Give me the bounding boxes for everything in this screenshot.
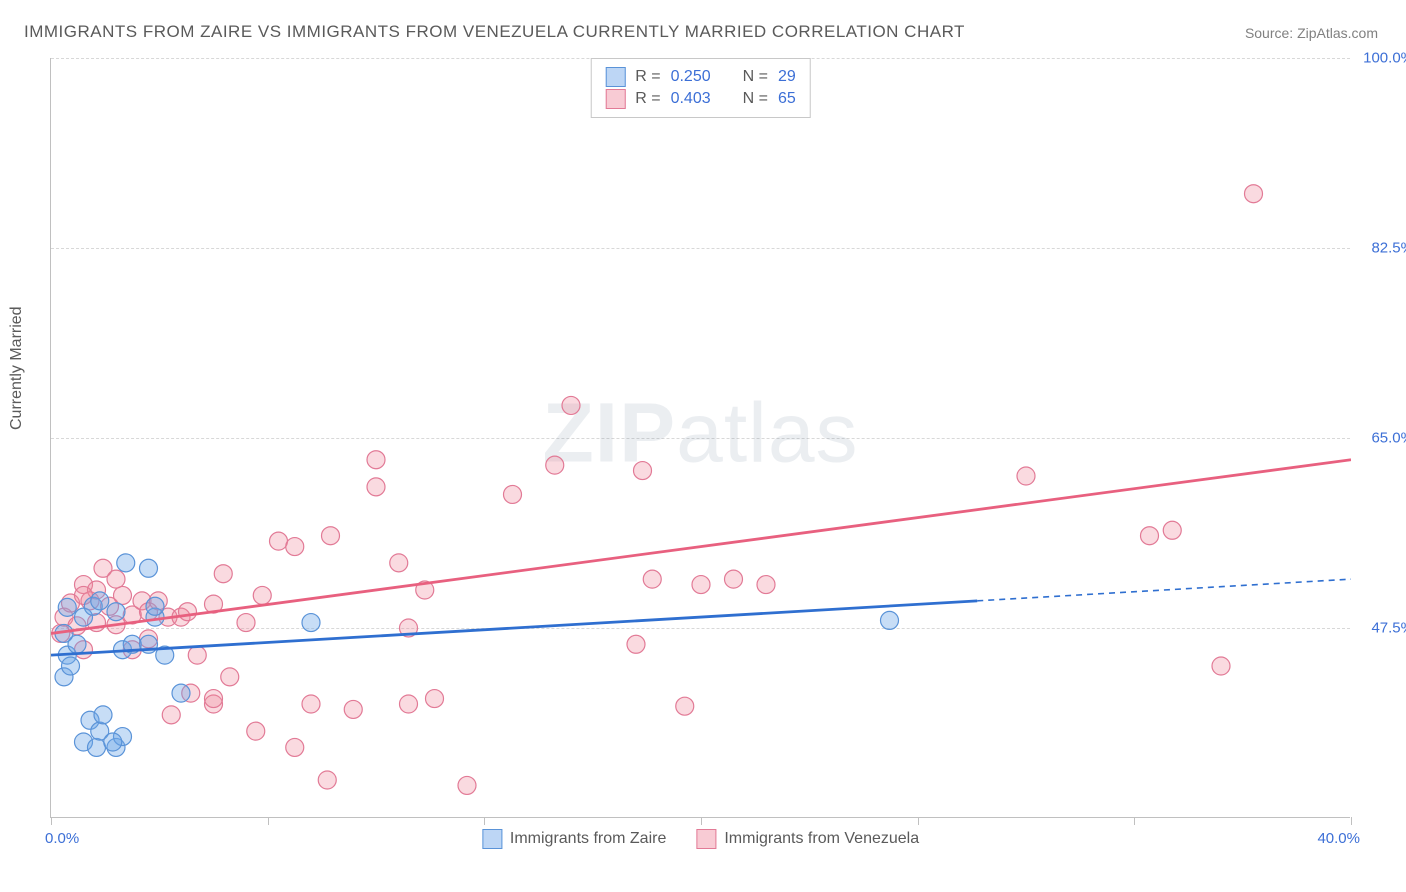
x-tick [1134,817,1135,825]
trendline-venezuela [51,460,1351,634]
plot-area: ZIPatlas 47.5%65.0%82.5%100.0% 0.0% 40.0… [50,58,1350,818]
legend-r-label: R = [635,68,660,86]
point-zaire [94,706,112,724]
point-venezuela [1212,657,1230,675]
point-venezuela [1245,185,1263,203]
point-venezuela [214,565,232,583]
point-venezuela [1163,521,1181,539]
point-venezuela [318,771,336,789]
chart-svg [51,58,1351,818]
x-tick [918,817,919,825]
legend-series-label: Immigrants from Zaire [510,830,666,848]
legend-n-label: N = [743,90,768,108]
point-venezuela [302,695,320,713]
legend-n-label: N = [743,68,768,86]
legend-r-label: R = [635,90,660,108]
legend-r-value: 0.250 [671,68,711,86]
legend-series-item: Immigrants from Zaire [482,829,666,849]
x-tick [51,817,52,825]
point-venezuela [114,586,132,604]
legend-swatch-blue [605,67,625,87]
point-venezuela [458,776,476,794]
point-venezuela [1017,467,1035,485]
legend-swatch-pink [605,89,625,109]
point-venezuela [188,646,206,664]
point-venezuela [400,695,418,713]
legend-series-label: Immigrants from Venezuela [724,830,919,848]
chart-title: IMMIGRANTS FROM ZAIRE VS IMMIGRANTS FROM… [24,22,965,42]
point-zaire [58,598,76,616]
point-venezuela [757,576,775,594]
x-tick [1351,817,1352,825]
point-venezuela [322,527,340,545]
x-tick [701,817,702,825]
point-venezuela [286,538,304,556]
legend-n-value: 29 [778,68,796,86]
point-zaire [88,738,106,756]
point-venezuela [286,738,304,756]
point-venezuela [627,635,645,653]
point-zaire [140,559,158,577]
point-zaire [91,592,109,610]
x-tick [484,817,485,825]
point-venezuela [162,706,180,724]
point-venezuela [237,614,255,632]
point-venezuela [725,570,743,588]
point-venezuela [270,532,288,550]
point-venezuela [344,700,362,718]
point-venezuela [390,554,408,572]
y-tick-label: 82.5% [1371,240,1406,257]
point-venezuela [367,478,385,496]
point-venezuela [643,570,661,588]
point-venezuela [367,451,385,469]
y-tick-label: 100.0% [1363,50,1406,67]
point-venezuela [504,485,522,503]
y-tick-label: 47.5% [1371,620,1406,637]
legend-series: Immigrants from Zaire Immigrants from Ven… [482,829,919,849]
point-venezuela [221,668,239,686]
point-zaire [104,733,122,751]
point-venezuela [1141,527,1159,545]
y-tick-label: 65.0% [1371,430,1406,447]
legend-swatch-pink [696,829,716,849]
point-venezuela [107,570,125,588]
legend-stats-box: R = 0.250 N = 29 R = 0.403 N = 65 [590,58,811,118]
legend-swatch-blue [482,829,502,849]
trendline-zaire-dashed [977,579,1351,601]
point-venezuela [247,722,265,740]
point-venezuela [205,690,223,708]
point-zaire [881,611,899,629]
point-zaire [172,684,190,702]
point-venezuela [546,456,564,474]
point-venezuela [253,586,271,604]
point-zaire [62,657,80,675]
point-venezuela [676,697,694,715]
point-venezuela [634,462,652,480]
legend-series-item: Immigrants from Venezuela [696,829,919,849]
point-zaire [107,603,125,621]
legend-r-value: 0.403 [671,90,711,108]
point-venezuela [692,576,710,594]
point-venezuela [562,396,580,414]
point-venezuela [179,603,197,621]
point-zaire [146,597,164,615]
x-tick [268,817,269,825]
legend-stat-row: R = 0.403 N = 65 [605,89,796,109]
point-zaire [117,554,135,572]
y-axis-label: Currently Married [8,306,26,430]
point-zaire [302,614,320,632]
legend-n-value: 65 [778,90,796,108]
source-attribution: Source: ZipAtlas.com [1245,25,1378,41]
x-axis-min-label: 0.0% [45,830,79,847]
point-venezuela [426,690,444,708]
legend-stat-row: R = 0.250 N = 29 [605,67,796,87]
x-axis-max-label: 40.0% [1317,830,1360,847]
